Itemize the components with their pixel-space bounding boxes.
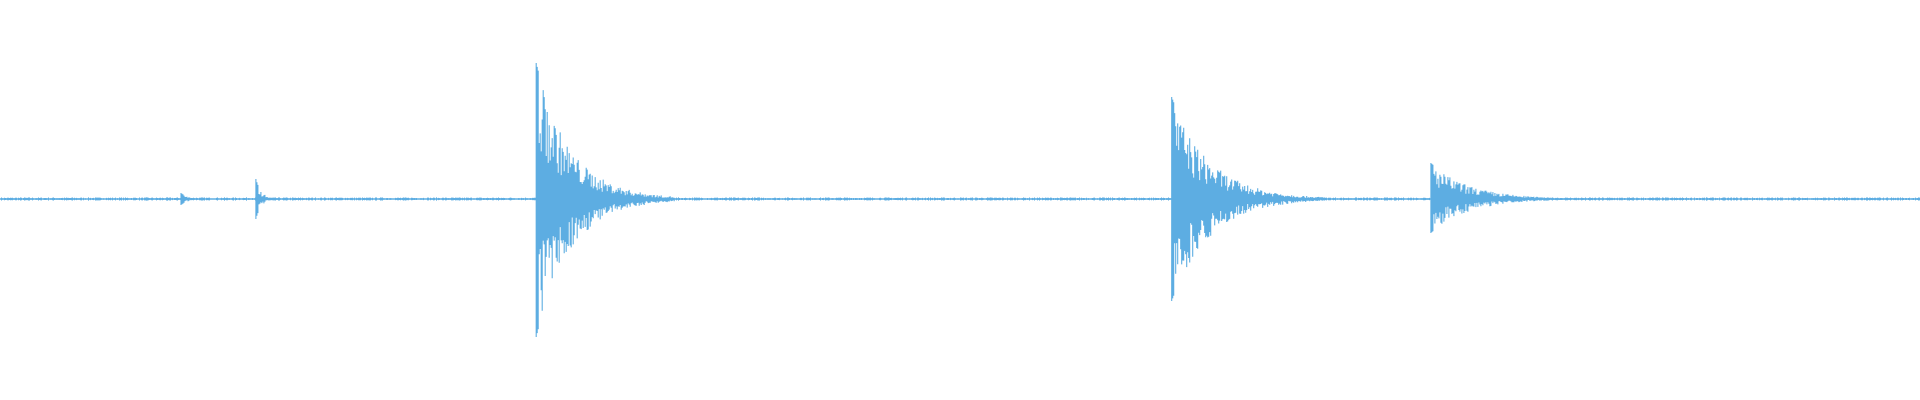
- waveform-transient-2: [255, 179, 280, 219]
- waveform-transient-4: [1171, 97, 1326, 301]
- waveform-transient-1: [180, 193, 212, 205]
- waveform-noise: [0, 197, 1920, 201]
- waveform-transient-3: [535, 63, 675, 337]
- waveform-transient-5: [1430, 163, 1585, 233]
